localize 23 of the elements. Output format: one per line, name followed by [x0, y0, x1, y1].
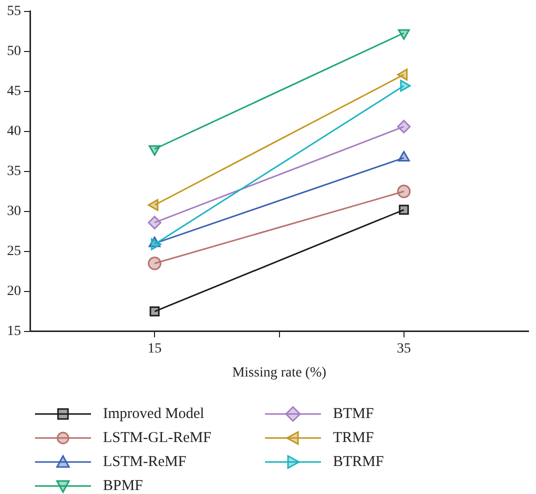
y-tick-label: 20 — [7, 284, 21, 300]
y-tick-label: 30 — [7, 204, 21, 220]
point — [148, 256, 162, 270]
legend-label: BTMF — [333, 406, 374, 422]
legend-label: TRMF — [333, 430, 374, 446]
point — [148, 216, 162, 230]
y-tick-label: 40 — [7, 124, 21, 140]
point — [397, 120, 411, 134]
legend-label: LSTM-ReMF — [103, 454, 186, 470]
y-tick-label: 35 — [7, 164, 21, 180]
y-tick-label: 55 — [7, 4, 21, 20]
y-tick-label: 50 — [7, 44, 21, 60]
x-axis-title: Missing rate (%) — [232, 365, 327, 380]
point — [398, 204, 409, 215]
legend-label: BPMF — [103, 478, 144, 494]
y-tick-label: 15 — [7, 324, 21, 340]
legend-label: Improved Model — [103, 406, 204, 422]
legend-label: LSTM-GL-ReMF — [103, 430, 212, 446]
legend-label: BTRMF — [333, 454, 384, 470]
y-tick-label: 45 — [7, 84, 21, 100]
point — [150, 306, 160, 316]
y-tick-label: 25 — [7, 244, 21, 260]
point — [397, 184, 411, 198]
